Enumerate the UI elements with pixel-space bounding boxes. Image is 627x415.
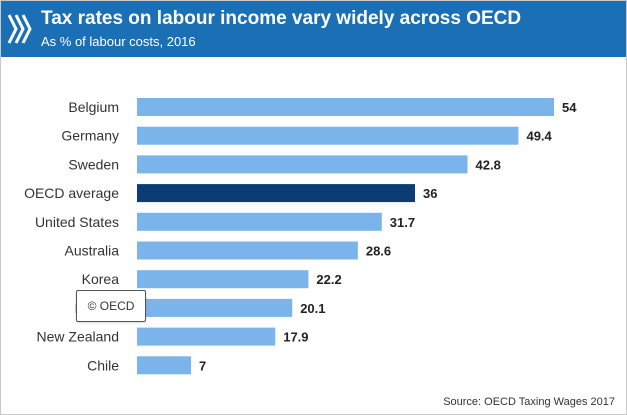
category-label-korea: Korea	[82, 271, 120, 287]
value-label-korea: 22.2	[316, 272, 341, 287]
source-note: Source: OECD Taxing Wages 2017	[443, 396, 615, 408]
category-label-chile: Chile	[87, 357, 119, 373]
bar-oecd-average	[137, 184, 415, 203]
value-label-belgium: 54	[562, 100, 577, 115]
bar-united-states	[137, 212, 382, 231]
category-label-oecd-average: OECD average	[24, 185, 119, 201]
chart-subtitle: As % of labour costs, 2016	[41, 34, 196, 49]
category-label-united-states: United States	[35, 214, 119, 230]
bar-australia	[137, 241, 358, 260]
bar-new-zealand	[137, 327, 276, 346]
value-label-chile: 7	[199, 358, 206, 373]
copyright-watermark: © OECD	[76, 290, 146, 322]
value-label-united-states: 31.7	[390, 215, 415, 230]
value-label-mexico: 20.1	[300, 301, 325, 316]
bar-korea	[137, 270, 309, 289]
bar-belgium	[137, 98, 554, 116]
bar-mexico	[137, 298, 293, 317]
category-label-germany: Germany	[61, 128, 119, 144]
category-label-belgium: Belgium	[68, 99, 119, 115]
chart-title: Tax rates on labour income vary widely a…	[41, 8, 522, 29]
value-label-new-zealand: 17.9	[283, 330, 308, 345]
category-label-sweden: Sweden	[68, 156, 119, 172]
oecd-chevron-logo-icon	[7, 14, 32, 44]
value-label-sweden: 42.8	[476, 157, 501, 172]
value-label-oecd-average: 36	[423, 186, 437, 201]
value-label-australia: 28.6	[366, 244, 391, 259]
bar-chile	[137, 356, 192, 375]
chart-header: Tax rates on labour income vary widely a…	[1, 1, 626, 57]
category-label-australia: Australia	[65, 243, 120, 259]
bar-chart: Belgium 54 Germany 49.4 Sweden 42.8 OECD avera…	[24, 98, 577, 375]
value-label-germany: 49.4	[526, 129, 552, 144]
bar-sweden	[137, 155, 468, 174]
bar-germany	[137, 126, 519, 145]
category-label-new-zealand: New Zealand	[37, 329, 120, 345]
